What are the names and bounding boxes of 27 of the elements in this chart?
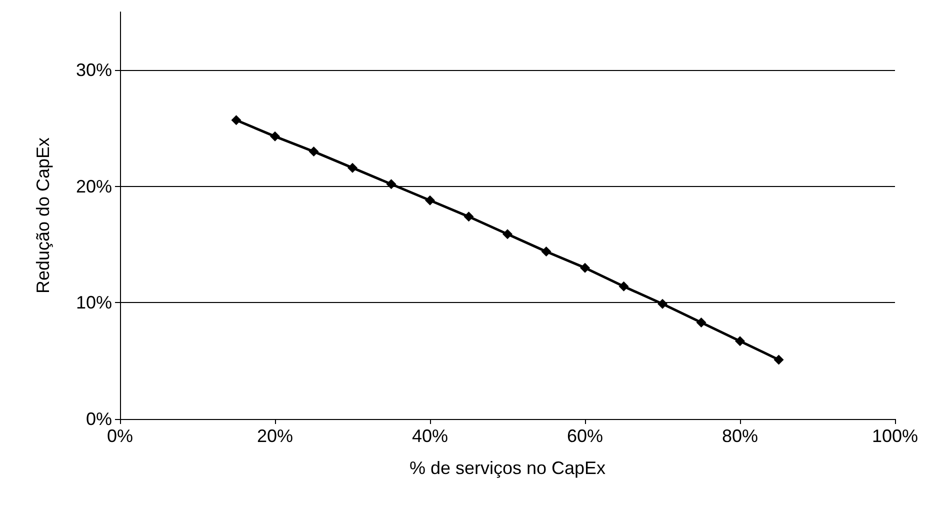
point [308,146,319,157]
point [580,262,590,273]
x-tick-label: 20% [256,426,294,446]
x-tick-label: 0% [106,426,134,446]
y-tick-label: 0% [86,409,112,429]
point [386,179,396,190]
point [231,115,242,126]
y-axis-title: Redução do CapEx [33,137,53,294]
y-tick-label: 30% [76,60,112,80]
x-tick-label: 80% [722,426,758,446]
point [270,131,280,142]
y-tick-label: 20% [76,176,112,196]
point [658,298,668,309]
point [502,229,512,240]
point [774,354,784,365]
point [348,162,358,173]
point [464,212,474,222]
point [541,246,552,257]
y-tick-label: 10% [76,292,112,313]
x-tick-label: 100% [872,426,918,446]
point [425,195,435,206]
point [696,317,706,328]
point [618,281,629,292]
point [735,336,745,346]
x-tick-label: 60% [566,426,604,446]
x-axis-title: % de serviços no CapEx [409,458,606,478]
x-tick-label: 40% [412,426,448,446]
